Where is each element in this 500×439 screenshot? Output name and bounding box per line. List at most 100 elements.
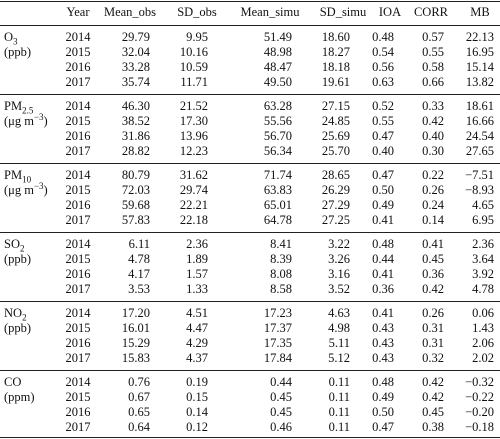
- species-name: PM: [4, 99, 23, 113]
- year-cell: 2016: [65, 198, 91, 212]
- value-cell: 11.71: [180, 75, 208, 89]
- value-cell: 17.84: [263, 351, 292, 365]
- value-cell: 13.96: [179, 129, 208, 143]
- value-cell: 38.52: [121, 114, 150, 128]
- species-subscript: 2: [22, 312, 27, 323]
- value-cell: 8.39: [270, 252, 292, 266]
- value-cell: 27.15: [321, 99, 350, 113]
- value-cell: 17.35: [263, 336, 292, 350]
- value-cell: 0.14: [422, 213, 444, 227]
- value-cell: 0.64: [128, 420, 150, 434]
- year-cell: 2017: [65, 213, 91, 227]
- value-cell: 2.36: [186, 237, 208, 251]
- value-cell: 16.66: [465, 114, 494, 128]
- group-rule: [0, 370, 500, 371]
- year-cell: 2016: [65, 129, 91, 143]
- value-cell: 0.55: [372, 114, 394, 128]
- value-cell: 16.95: [465, 45, 494, 59]
- value-cell: 4.17: [128, 267, 150, 281]
- species-label: PM2.5: [4, 99, 33, 115]
- value-cell: 0.33: [422, 99, 444, 113]
- value-cell: 3.52: [328, 282, 350, 296]
- year-cell: 2017: [65, 351, 91, 365]
- value-cell: 24.54: [465, 129, 494, 143]
- group-rule: [0, 301, 500, 302]
- value-cell: 22.18: [179, 213, 208, 227]
- year-cell: 2015: [65, 114, 91, 128]
- column-header: Year: [66, 5, 90, 19]
- column-header: Mean_obs: [103, 5, 157, 19]
- value-cell: 3.16: [328, 267, 350, 281]
- species-label: PM10: [4, 168, 32, 185]
- unit-superscript: −3: [33, 111, 44, 122]
- value-cell: 0.24: [422, 198, 444, 212]
- unit: (μg m: [4, 114, 34, 128]
- year-cell: 2017: [65, 75, 91, 89]
- species-name: O: [4, 30, 14, 44]
- species-subscript: 2: [19, 243, 25, 254]
- value-cell: 0.31: [422, 336, 444, 350]
- year-cell: 2014: [65, 306, 91, 320]
- value-cell: 3.92: [472, 267, 494, 281]
- value-cell: 59.68: [121, 198, 150, 212]
- value-cell: 15.83: [121, 351, 150, 365]
- value-cell: 0.22: [422, 168, 444, 182]
- year-cell: 2017: [65, 144, 91, 158]
- value-cell: 0.58: [422, 60, 444, 74]
- value-cell: 55.56: [263, 114, 292, 128]
- value-cell: 51.49: [263, 30, 292, 44]
- value-cell: 49.50: [263, 75, 292, 89]
- value-cell: 0.15: [186, 390, 208, 404]
- unit-label: (ppb): [4, 252, 31, 267]
- value-cell: −0.32: [465, 375, 494, 389]
- value-cell: 0.43: [372, 321, 394, 335]
- species-subscript: 10: [22, 174, 32, 185]
- species-name: NO: [4, 306, 23, 320]
- value-cell: 0.36: [422, 267, 444, 281]
- value-cell: 2.36: [472, 237, 494, 251]
- value-cell: 46.30: [121, 99, 150, 113]
- year-cell: 2016: [65, 60, 91, 74]
- value-cell: 32.04: [121, 45, 150, 59]
- species-subscript: 3: [13, 36, 18, 47]
- value-cell: −0.20: [465, 405, 494, 419]
- value-cell: 0.41: [372, 267, 394, 281]
- value-cell: 0.42: [422, 282, 444, 296]
- value-cell: 27.29: [321, 198, 350, 212]
- unit: (ppm): [4, 390, 35, 404]
- value-cell: 5.11: [328, 336, 350, 350]
- year-cell: 2015: [65, 252, 91, 266]
- value-cell: 31.62: [179, 168, 208, 182]
- value-cell: 0.47: [372, 420, 394, 434]
- value-cell: 80.79: [121, 168, 150, 182]
- year-cell: 2016: [65, 267, 91, 281]
- unit-label: (ppb): [4, 321, 31, 336]
- value-cell: 29.74: [179, 183, 208, 197]
- species-name: PM: [4, 168, 23, 182]
- value-cell: 35.74: [121, 75, 150, 89]
- column-header: Mean_simu: [240, 5, 300, 19]
- value-cell: 18.60: [321, 30, 350, 44]
- species-name: CO: [4, 375, 22, 389]
- column-header: SD_simu: [319, 5, 367, 19]
- unit-superscript: −3: [33, 180, 44, 191]
- value-cell: 8.58: [270, 282, 292, 296]
- value-cell: 33.28: [121, 60, 150, 74]
- value-cell: 0.50: [372, 405, 394, 419]
- value-cell: 0.47: [372, 168, 394, 182]
- column-header: IOA: [378, 5, 402, 19]
- value-cell: 2.06: [472, 336, 494, 350]
- value-cell: 25.70: [321, 144, 350, 158]
- value-cell: 0.31: [422, 321, 444, 335]
- year-cell: 2014: [65, 30, 91, 44]
- value-cell: 48.98: [263, 45, 292, 59]
- value-cell: 0.12: [186, 420, 208, 434]
- column-header: SD_obs: [177, 5, 217, 19]
- value-cell: 15.29: [121, 336, 150, 350]
- unit-label: (ppb): [4, 45, 31, 60]
- value-cell: 0.26: [422, 306, 444, 320]
- value-cell: 72.03: [121, 183, 150, 197]
- value-cell: 0.42: [422, 114, 444, 128]
- column-header: MB: [470, 5, 490, 19]
